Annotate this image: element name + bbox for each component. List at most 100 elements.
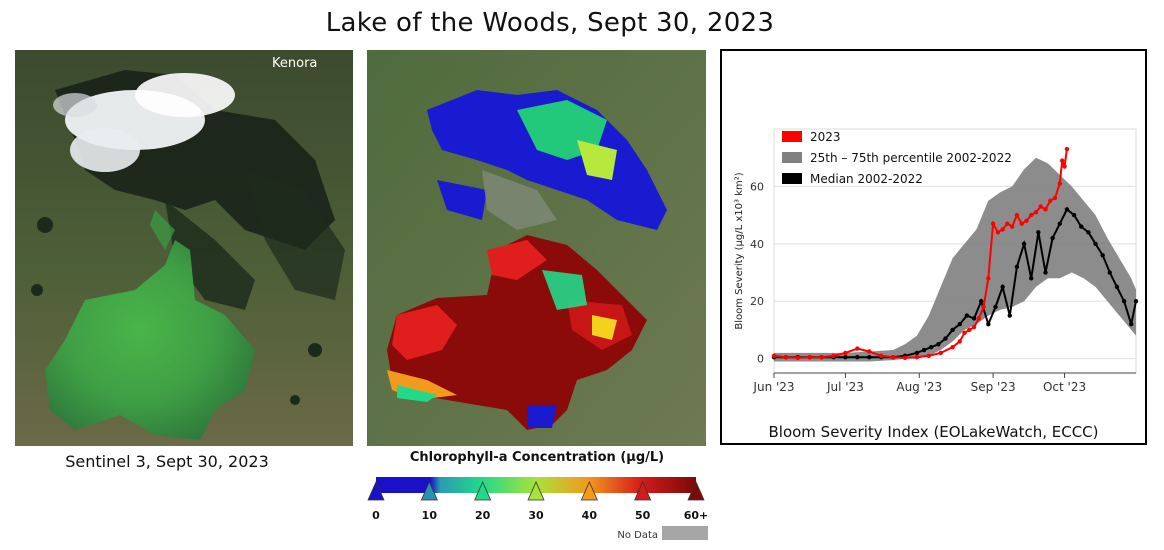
y-tick-label: 0: [757, 353, 764, 366]
series-2023-point: [991, 222, 995, 226]
y-tick-label: 60: [750, 180, 764, 193]
series-median-point: [950, 328, 954, 332]
series-2023-point: [981, 305, 985, 309]
series-2023-point: [967, 328, 971, 332]
colorbar-tick-label: 60+: [684, 509, 709, 522]
legend-label: 2023: [810, 130, 841, 144]
series-median-point: [1115, 285, 1119, 289]
series-2023-point: [831, 354, 835, 358]
series-median-point: [1100, 253, 1104, 257]
series-2023-point: [867, 349, 871, 353]
series-median-point: [1000, 285, 1004, 289]
series-2023-point: [1048, 199, 1052, 203]
series-median-point: [1008, 313, 1012, 317]
satellite-caption: Sentinel 3, Sept 30, 2023: [15, 452, 319, 471]
series-2023-point: [891, 355, 895, 359]
chlorophyll-map: [367, 50, 706, 446]
y-axis-label: Bloom Severity (µg/L x10³ km²): [734, 172, 745, 329]
series-2023-point: [1058, 181, 1062, 185]
series-median-point: [867, 355, 871, 359]
series-median-point: [979, 299, 983, 303]
series-2023-point: [843, 351, 847, 355]
legend-label: Median 2002-2022: [810, 172, 923, 186]
page-title: Lake of the Woods, Sept 30, 2023: [0, 8, 1100, 38]
series-2023-point: [962, 331, 966, 335]
series-2023-point: [1065, 147, 1069, 151]
series-median-point: [986, 322, 990, 326]
series-2023-point: [1010, 224, 1014, 228]
series-2023-point: [1019, 222, 1023, 226]
colorbar-title: Chlorophyll-a Concentration (µg/L): [367, 450, 707, 465]
colorbar-tick-label: 30: [528, 509, 544, 522]
colorbar-tick-label: 10: [422, 509, 438, 522]
colorbar-tick-label: 20: [475, 509, 491, 522]
legend-swatch: [782, 152, 802, 163]
series-2023-point: [996, 230, 1000, 234]
series-2023-point: [939, 351, 943, 355]
series-2023-point: [986, 276, 990, 280]
series-median-point: [1065, 207, 1069, 211]
series-median-point: [1134, 299, 1138, 303]
series-2023-point: [796, 356, 800, 360]
chart-svg: 0 20 40 60 Jun '23 Jul '23 Aug '23 Sep '23 Oct '…: [722, 51, 1145, 443]
series-median-point: [1122, 299, 1126, 303]
series-2023-point: [1043, 207, 1047, 211]
y-tick-label: 40: [750, 238, 764, 251]
series-median-point: [915, 351, 919, 355]
colorbar: 0 10 20 30 40 50 60+ No Data: [360, 472, 714, 544]
series-2023-point: [772, 354, 776, 358]
series-median-point: [1015, 265, 1019, 269]
series-median-point: [1058, 222, 1062, 226]
y-tick-label: 20: [750, 295, 764, 308]
series-2023-point: [977, 316, 981, 320]
series-median-point: [855, 355, 859, 359]
series-2023-point: [879, 354, 883, 358]
place-label: Kenora: [272, 56, 317, 71]
series-2023-point: [1062, 164, 1066, 168]
nodata-swatch: [662, 526, 708, 540]
series-median-point: [1043, 270, 1047, 274]
series-2023-point: [1034, 210, 1038, 214]
series-median-point: [929, 345, 933, 349]
series-2023-point: [958, 339, 962, 343]
series-2023-point: [950, 345, 954, 349]
x-tick-label: Aug '23: [896, 380, 942, 394]
series-2023-point: [1060, 158, 1064, 162]
legend-label: 25th – 75th percentile 2002-2022: [810, 151, 1012, 165]
series-median-point: [843, 355, 847, 359]
series-median-point: [958, 322, 962, 326]
series-median-point: [943, 336, 947, 340]
series-2023-point: [1024, 219, 1028, 223]
series-2023-point: [1005, 222, 1009, 226]
legend-swatch: [782, 131, 802, 142]
series-median-point: [936, 342, 940, 346]
series-median-point: [1108, 270, 1112, 274]
series-median-point: [1086, 230, 1090, 234]
series-median-point: [972, 316, 976, 320]
series-median-point: [1093, 242, 1097, 246]
series-2023-point: [855, 346, 859, 350]
colorbar-tick-label: 50: [635, 509, 651, 522]
series-median-point: [1029, 276, 1033, 280]
satellite-image: [15, 50, 353, 446]
series-2023-point: [784, 355, 788, 359]
series-2023-point: [819, 355, 823, 359]
x-tick-label: Jun '23: [752, 380, 794, 394]
series-median-point: [1079, 224, 1083, 228]
bloom-severity-chart: 0 20 40 60 Jun '23 Jul '23 Aug '23 Sep '23 Oct '…: [720, 49, 1147, 445]
x-tick-label: Sep '23: [971, 380, 1016, 394]
series-2023-point: [1039, 204, 1043, 208]
series-median-point: [922, 348, 926, 352]
series-2023-point: [1015, 213, 1019, 217]
series-median-point: [993, 305, 997, 309]
nodata-label: No Data: [617, 530, 658, 541]
series-2023-point: [972, 325, 976, 329]
series-2023-point: [808, 355, 812, 359]
series-median-point: [1129, 322, 1133, 326]
colorbar-tick-label: 40: [582, 509, 598, 522]
series-2023-point: [903, 356, 907, 360]
series-2023-point: [1053, 196, 1057, 200]
x-tick-label: Oct '23: [1043, 380, 1086, 394]
series-median-point: [1036, 230, 1040, 234]
chart-caption: Bloom Severity Index (EOLakeWatch, ECCC): [722, 423, 1145, 441]
